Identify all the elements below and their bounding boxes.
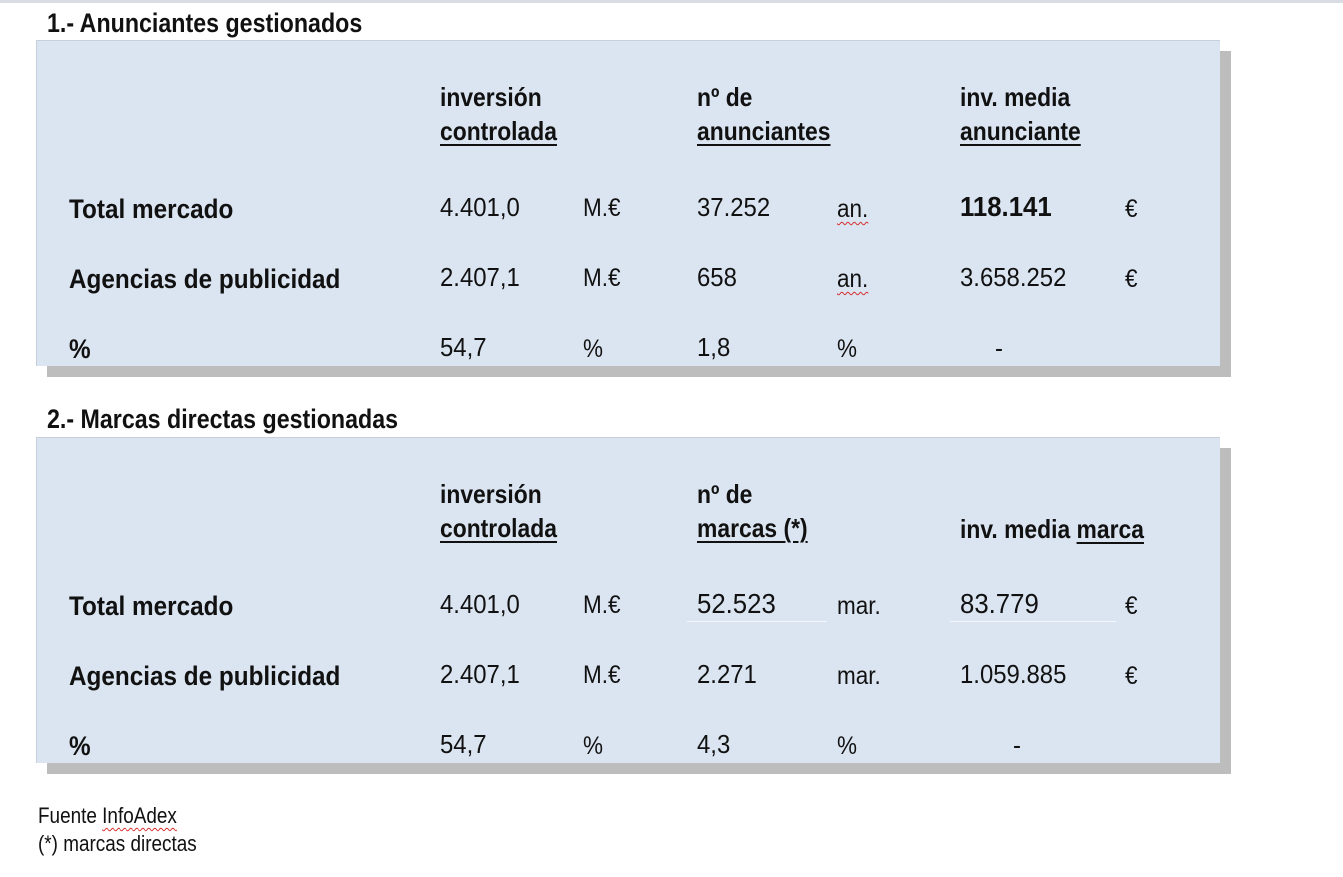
s2-row-percent-count: 4,3 [697, 729, 731, 759]
s2-row-percent-inversion-unit: % [583, 732, 604, 760]
section2-table: inversión controlada nº de marcas (*) in… [36, 437, 1220, 763]
s2-header-media: inv. media marca [960, 514, 1144, 544]
s1-header-media: inv. media anunciante [960, 82, 1081, 146]
s1-row-agencias-inversion-unit: M.€ [583, 264, 621, 292]
s2-row-agencias-inversion-unit: M.€ [583, 661, 621, 689]
s2-row-agencias-media: 1.059.885 [960, 659, 1067, 689]
s2-row-total-media: 83.779 [960, 588, 1039, 619]
s2-row-agencias-count: 2.271 [697, 659, 757, 689]
s1-row-percent-count: 1,8 [697, 332, 731, 362]
s1-row-percent-inversion: 54,7 [440, 332, 487, 362]
s2-header-inversion: inversión controlada [440, 479, 557, 543]
s2-row-agencias-count-unit: mar. [837, 662, 881, 690]
s2-row-total-label: Total mercado [69, 591, 234, 621]
s2-header-count: nº de marcas (*) [697, 479, 808, 543]
s1-row-agencias-label: Agencias de publicidad [69, 264, 341, 294]
s2-row-percent-inversion: 54,7 [440, 729, 487, 759]
s2-row-total-inversion: 4.401,0 [440, 589, 520, 619]
s2-row-total-inversion-unit: M.€ [583, 591, 621, 619]
s2-row-agencias-inversion: 2.407,1 [440, 659, 520, 689]
s2-row-total-media-unit: € [1125, 592, 1138, 620]
s1-row-percent-media: - [995, 333, 1003, 363]
section2-title: 2.- Marcas directas gestionadas [47, 404, 399, 434]
s2-media-cell-border [950, 621, 1116, 622]
section1-table: inversión controlada nº de anunciantes i… [36, 40, 1220, 366]
s1-row-percent-label: % [69, 334, 91, 364]
s1-row-total-media-unit: € [1125, 195, 1138, 223]
footer-note: (*) marcas directas [38, 831, 197, 856]
section1-title: 1.- Anunciantes gestionados [47, 8, 363, 38]
s2-row-agencias-label: Agencias de publicidad [69, 661, 341, 691]
s1-row-total-media: 118.141 [960, 191, 1052, 222]
footer-source: Fuente InfoAdex [38, 803, 177, 828]
s1-row-agencias-inversion: 2.407,1 [440, 262, 520, 292]
s1-header-inversion: inversión controlada [440, 82, 557, 146]
s2-row-percent-count-unit: % [837, 732, 858, 760]
s1-row-total-count: 37.252 [697, 192, 771, 222]
s1-row-total-count-unit: an. [837, 195, 869, 223]
s1-row-agencias-count-unit: an. [837, 265, 869, 293]
s1-row-percent-count-unit: % [837, 335, 858, 363]
s1-header-count: nº de anunciantes [697, 82, 831, 146]
s2-row-percent-media: - [1013, 730, 1021, 760]
s1-row-total-inversion: 4.401,0 [440, 192, 520, 222]
s1-row-agencias-count: 658 [697, 262, 737, 292]
s2-row-percent-label: % [69, 731, 91, 761]
s1-row-agencias-media-unit: € [1125, 265, 1138, 293]
s1-row-total-inversion-unit: M.€ [583, 194, 621, 222]
s2-row-total-count-unit: mar. [837, 592, 881, 620]
s2-count-cell-border [687, 621, 827, 622]
top-border-line [0, 0, 1343, 3]
s1-row-agencias-media: 3.658.252 [960, 262, 1067, 292]
s2-row-agencias-media-unit: € [1125, 662, 1138, 690]
s1-row-total-label: Total mercado [69, 194, 234, 224]
s2-row-total-count: 52.523 [697, 588, 776, 619]
s1-row-percent-inversion-unit: % [583, 335, 604, 363]
